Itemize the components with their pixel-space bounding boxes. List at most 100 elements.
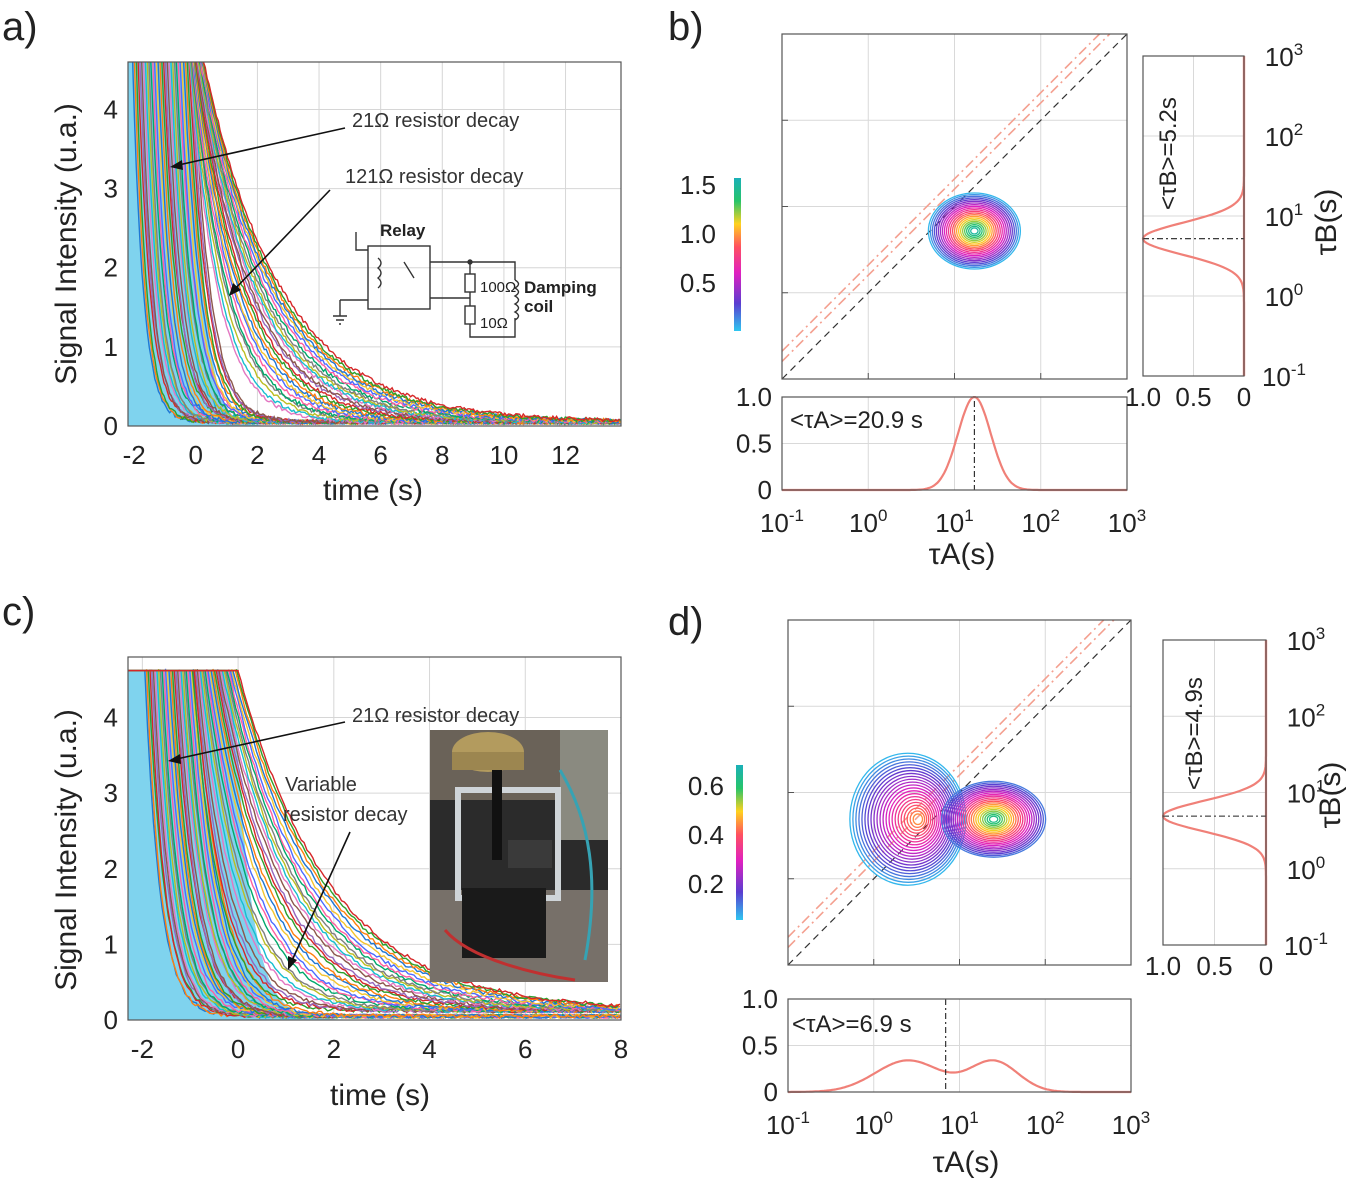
x-tick-label: 103 bbox=[1108, 506, 1146, 538]
decay-curve bbox=[128, 669, 620, 1012]
contour-line bbox=[964, 222, 985, 240]
contour-line bbox=[909, 810, 926, 829]
y-tick-label: 102 bbox=[1265, 120, 1303, 152]
panel-b-marginal-a-ticks: 1.0 0.5 010-1 100 101 102 103 bbox=[736, 382, 1146, 538]
contour-line bbox=[943, 205, 1005, 257]
contour-line bbox=[954, 790, 1033, 848]
panel-d-marginal-b-ticks: 1.0 0.5 0 10-1 100 101 102 103 bbox=[1145, 624, 1328, 981]
y-tick-label: 3 bbox=[104, 778, 118, 808]
x-tick-label: 101 bbox=[940, 1108, 978, 1140]
y-tick-label: 0.5 bbox=[742, 1031, 778, 1061]
panel-d-main-frame bbox=[787, 619, 1132, 966]
panel-b-marginal-b-ticks: 1.0 0.5 0 10-1 100 101 102 103 bbox=[1125, 40, 1306, 412]
x-tick-label: 0.5 bbox=[1175, 382, 1211, 412]
panel-b-colorbar bbox=[734, 178, 741, 331]
decay-curve bbox=[128, 669, 621, 1011]
panel-c-xlabel: time (s) bbox=[330, 1079, 430, 1112]
x-tick-label: 103 bbox=[1112, 1108, 1150, 1140]
panel-a-grid bbox=[128, 62, 621, 427]
decay-curve bbox=[128, 669, 619, 1020]
contour-line bbox=[941, 203, 1007, 258]
colorbar-tick-label: 0.4 bbox=[688, 820, 724, 850]
contour-line bbox=[927, 192, 1022, 270]
colorbar-tick-label: 0.5 bbox=[680, 268, 716, 298]
y-tick-label: 0.5 bbox=[736, 429, 772, 459]
contour-line bbox=[943, 782, 1044, 857]
contour-line bbox=[956, 792, 1031, 847]
colorbar-tick-label: 1.0 bbox=[680, 219, 716, 249]
contour-line bbox=[972, 803, 1015, 835]
contour-line bbox=[977, 807, 1010, 832]
panel-b-marginal-a-frame bbox=[781, 396, 1128, 491]
decay-curve bbox=[128, 669, 621, 1008]
x-tick-label: 10 bbox=[489, 440, 518, 470]
panel-c-arrow-21ohm bbox=[171, 721, 346, 761]
x-tick-label: 0 bbox=[1259, 951, 1273, 981]
y-tick-label: 102 bbox=[1287, 700, 1325, 732]
contour-line bbox=[955, 215, 993, 247]
contour-line bbox=[937, 200, 1011, 262]
contour-line bbox=[876, 778, 948, 860]
y-tick-label: 4 bbox=[104, 94, 118, 124]
x-tick-label: 10-1 bbox=[760, 506, 804, 538]
contour-line bbox=[959, 218, 989, 244]
contour-line bbox=[882, 784, 944, 855]
contour-line bbox=[929, 194, 1020, 268]
panel-a-label: a) bbox=[2, 5, 38, 49]
colorbar-tick-label: 0.2 bbox=[688, 869, 724, 899]
panel-d-ylabel: τB(s) bbox=[1314, 762, 1347, 829]
contour-line bbox=[894, 795, 936, 843]
decay-curve bbox=[128, 669, 621, 1010]
y-tick-label: 101 bbox=[1265, 200, 1303, 232]
x-tick-label: 4 bbox=[422, 1034, 436, 1064]
panel-a-arrow-21ohm bbox=[173, 127, 346, 167]
contour-line bbox=[981, 810, 1006, 828]
circuit-coil-line1: Damping bbox=[524, 278, 597, 297]
panel-a-arrowhead-121ohm bbox=[229, 283, 241, 296]
contour-line bbox=[891, 793, 938, 846]
contour-line bbox=[951, 212, 997, 250]
y-tick-label: 1 bbox=[104, 929, 118, 959]
x-tick-label: 6 bbox=[518, 1034, 532, 1064]
panel-a-xlabel: time (s) bbox=[323, 474, 423, 507]
panel-d-colorbar-ticks: 0.6 0.4 0.2 bbox=[688, 771, 724, 899]
contour-line bbox=[903, 804, 930, 834]
contour-line bbox=[931, 195, 1017, 267]
x-tick-label: 102 bbox=[1026, 1108, 1064, 1140]
panel-c-curves bbox=[128, 668, 621, 1020]
y-tick-label: 0 bbox=[764, 1077, 778, 1107]
panel-d-marginal-b-grid bbox=[1163, 640, 1268, 945]
decay-curve bbox=[128, 669, 621, 1012]
contour-line bbox=[975, 805, 1013, 833]
x-tick-label: 12 bbox=[551, 440, 580, 470]
contour-line bbox=[945, 783, 1042, 855]
circuit-r2: 10Ω bbox=[480, 315, 508, 332]
contour-line bbox=[873, 775, 951, 863]
x-tick-label: 6 bbox=[373, 440, 387, 470]
contour-line bbox=[947, 785, 1040, 853]
circuit-coil-line2: coil bbox=[524, 297, 553, 316]
y-tick-label: 0 bbox=[104, 1005, 118, 1035]
y-tick-label: 10-1 bbox=[1284, 929, 1328, 961]
contour-line bbox=[897, 798, 934, 840]
contour-line bbox=[953, 213, 995, 249]
contour-line bbox=[966, 798, 1022, 840]
contour-line bbox=[949, 210, 999, 252]
x-tick-label: -2 bbox=[123, 440, 146, 470]
contour-line bbox=[979, 808, 1008, 830]
x-tick-label: 101 bbox=[935, 506, 973, 538]
x-tick-label: 100 bbox=[855, 1108, 893, 1140]
panel-c-ticks: -2 0 2 4 6 8 0 1 2 3 4 bbox=[104, 703, 629, 1065]
panel-b-colorbar-ticks: 1.5 1.0 0.5 bbox=[680, 170, 716, 298]
contour-line bbox=[947, 208, 1001, 253]
panel-c-annotation-variable-1: Variable bbox=[285, 774, 357, 796]
y-tick-label: 0 bbox=[104, 411, 118, 441]
y-tick-label: 101 bbox=[1287, 777, 1325, 809]
offset-line bbox=[781, 33, 1101, 352]
photo-inset bbox=[430, 730, 608, 982]
y-tick-label: 100 bbox=[1265, 280, 1303, 312]
x-tick-label: 0 bbox=[189, 440, 203, 470]
offset-line bbox=[781, 33, 1111, 362]
panel-d-xlabel: τA(s) bbox=[933, 1146, 1000, 1179]
panel-d-marginal-b-mean-text: <τB>=4.9s bbox=[1181, 677, 1208, 790]
